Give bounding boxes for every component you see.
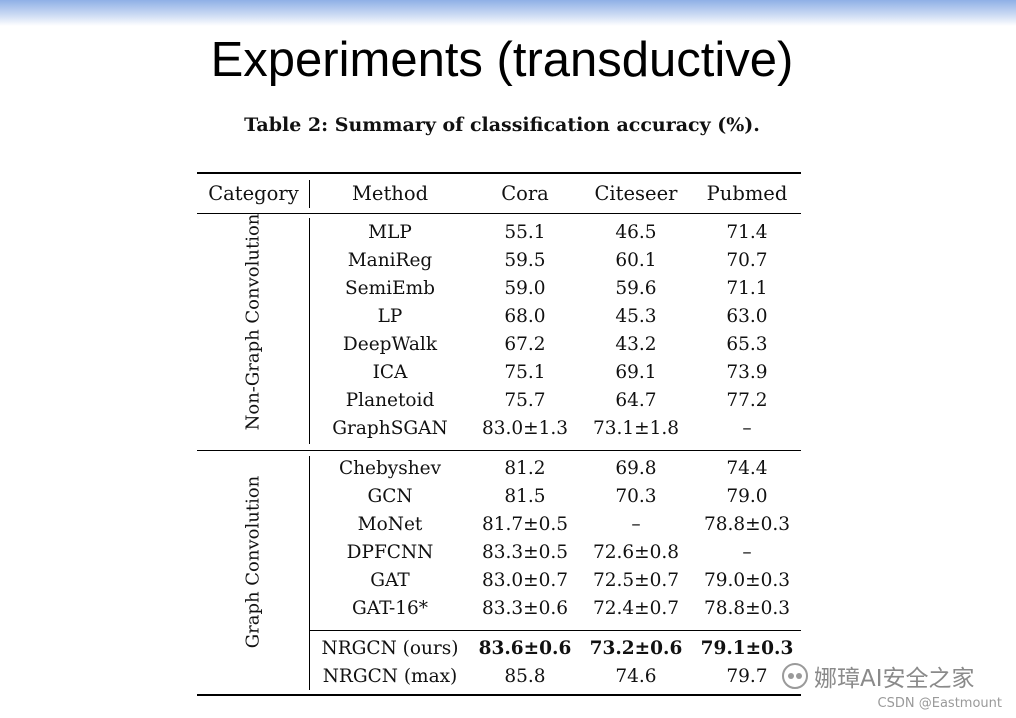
table-cell-pubmed: – [742, 418, 752, 439]
table-cell-cora: 83.0±1.3 [481, 418, 569, 439]
header-cora: Cora [501, 182, 549, 205]
header-method: Method [351, 182, 429, 205]
table-cell-method: GAT [370, 570, 410, 591]
table-cell-pubmed: 78.8±0.3 [703, 514, 791, 535]
table-cell-cora: 83.3±0.6 [481, 598, 569, 619]
table-cell-citeseer: 46.5 [615, 222, 657, 243]
table-cell-citeseer: 70.3 [615, 486, 657, 507]
table-cell-cora: 55.1 [504, 222, 546, 243]
table-cell-pubmed: – [742, 542, 752, 563]
table-cell-cora: 83.3±0.5 [481, 542, 569, 563]
group1-divider [309, 218, 310, 444]
table-cell-method: GraphSGAN [332, 418, 448, 439]
slide-top-gradient-bar [0, 0, 1016, 26]
table-cell-cora: 67.2 [504, 334, 546, 355]
table-cell-method: GAT-16* [351, 598, 429, 619]
category-graph-convolution: Graph Convolution [242, 475, 264, 649]
table-cell-citeseer: 72.4±0.7 [592, 598, 680, 619]
table-group-rule [197, 450, 801, 451]
table-caption: Table 2: Summary of classification accur… [244, 114, 760, 136]
table-cell-method: SemiEmb [345, 278, 435, 299]
group2-divider [309, 456, 310, 690]
table-cell-citeseer: 64.7 [615, 390, 657, 411]
table-cell-pubmed: 78.8±0.3 [703, 598, 791, 619]
table-cell-citeseer: 59.6 [615, 278, 657, 299]
header-citeseer: Citeseer [594, 182, 678, 205]
source-credit: CSDN @Eastmount [877, 696, 1002, 711]
table-cell-citeseer: 74.6 [615, 666, 657, 687]
table-cell-method: ManiReg [347, 250, 433, 271]
table-cell-cora: 83.0±0.7 [481, 570, 569, 591]
watermark: 娜璋AI安全之家 [782, 656, 975, 696]
category-non-graph-convolution: Non-Graph Convolution [242, 213, 264, 431]
table-cell-citeseer: 73.1±1.8 [592, 418, 680, 439]
table-cell-cora: 59.0 [504, 278, 546, 299]
table-cell-citeseer: 43.2 [615, 334, 657, 355]
table-cell-method: DeepWalk [342, 334, 438, 355]
table-cell-method: MLP [368, 222, 412, 243]
table-cell-cora-best: 83.6±0.6 [478, 638, 572, 659]
table-cell-citeseer-best: 73.2±0.6 [589, 638, 683, 659]
table-cell-method: Chebyshev [338, 458, 442, 479]
table-cell-pubmed: 73.9 [726, 362, 768, 383]
table-cell-citeseer: 72.5±0.7 [592, 570, 680, 591]
table-cell-pubmed: 77.2 [726, 390, 768, 411]
table-cell-method: Planetoid [345, 390, 435, 411]
table-cell-pubmed: 71.4 [726, 222, 768, 243]
table-top-rule [197, 172, 801, 174]
table-cell-citeseer: 72.6±0.8 [592, 542, 680, 563]
table-ours-rule [310, 630, 801, 631]
table-header-rule [197, 213, 801, 214]
table-cell-method: DPFCNN [346, 542, 434, 563]
table-cell-citeseer: 69.8 [615, 458, 657, 479]
table-cell-cora: 81.5 [504, 486, 546, 507]
table-cell-citeseer: 60.1 [615, 250, 657, 271]
table-cell-pubmed: 79.0±0.3 [703, 570, 791, 591]
table-cell-method-max: NRGCN (max) [322, 666, 458, 687]
table-cell-pubmed: 71.1 [726, 278, 768, 299]
table-cell-pubmed: 65.3 [726, 334, 768, 355]
table-cell-pubmed: 63.0 [726, 306, 768, 327]
table-cell-pubmed: 79.0 [726, 486, 768, 507]
header-divider [309, 180, 310, 208]
table-cell-pubmed: 70.7 [726, 250, 768, 271]
table-cell-cora: 81.2 [504, 458, 546, 479]
table-cell-pubmed: 74.4 [726, 458, 768, 479]
table-cell-method: LP [377, 306, 403, 327]
table-cell-cora: 75.1 [504, 362, 546, 383]
header-category: Category [208, 182, 299, 205]
header-pubmed: Pubmed [706, 182, 788, 205]
table-cell-citeseer: 69.1 [615, 362, 657, 383]
table-cell-cora: 75.7 [504, 390, 546, 411]
table-cell-cora: 85.8 [504, 666, 546, 687]
table-cell-pubmed-best: 79.1±0.3 [700, 638, 794, 659]
wechat-icon [782, 663, 808, 689]
table-bottom-rule [197, 694, 801, 696]
slide-title: Experiments (transductive) [210, 33, 794, 87]
table-cell-cora: 68.0 [504, 306, 546, 327]
table-cell-method-ours: NRGCN (ours) [321, 638, 459, 659]
table-cell-method: MoNet [357, 514, 423, 535]
table-cell-cora: 81.7±0.5 [481, 514, 569, 535]
table-cell-citeseer: – [631, 514, 641, 535]
table-cell-cora: 59.5 [504, 250, 546, 271]
table-cell-citeseer: 45.3 [615, 306, 657, 327]
table-cell-method: GCN [367, 486, 413, 507]
table-cell-method: ICA [372, 362, 408, 383]
watermark-text: 娜璋AI安全之家 [814, 666, 975, 692]
table-cell-pubmed: 79.7 [726, 666, 768, 687]
